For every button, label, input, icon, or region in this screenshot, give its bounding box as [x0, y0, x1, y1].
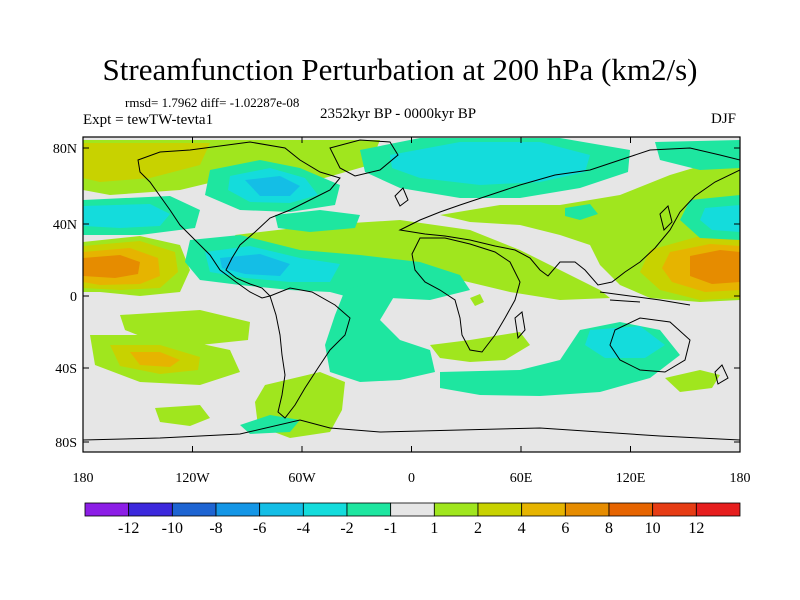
colorbar-swatch — [84, 502, 130, 517]
colorbar-swatch — [608, 502, 654, 517]
contour-negative — [220, 254, 290, 276]
coastline-south-america — [269, 287, 351, 419]
contour-positive — [130, 352, 180, 367]
colorbar-label: 10 — [645, 520, 661, 537]
x-tick-label: 60E — [510, 471, 533, 486]
x-tick-label: 0 — [408, 471, 415, 486]
coastline-uk — [394, 187, 409, 207]
colorbar-label: -12 — [118, 520, 139, 537]
colorbar-label: 2 — [474, 520, 482, 537]
stats-readout: rmsd= 1.7962 diff= -1.02287e-08 — [125, 95, 300, 110]
page-title: Streamfunction Perturbation at 200 hPa (… — [102, 52, 698, 87]
contour-negative — [83, 204, 170, 228]
experiment-label: Expt = tewTW-tevta1 — [83, 112, 214, 128]
coastlines — [83, 139, 740, 441]
coastline-africa — [411, 237, 521, 353]
colorbar-swatch — [521, 502, 566, 517]
contour-negative — [655, 140, 740, 170]
colorbar-swatch — [652, 502, 697, 517]
contour-negative — [275, 210, 360, 232]
colorbar-swatch — [433, 502, 479, 517]
colorbar-label: -8 — [209, 520, 222, 537]
x-tick-label: 120E — [616, 471, 646, 486]
colorbar: -12 -10 -8 -6 -4 -2 -1 1 2 4 6 8 10 12 — [84, 502, 741, 537]
y-tick-label: 40S — [55, 362, 77, 377]
contour-negative — [565, 204, 598, 220]
y-axis: 80N 40N 0 40S 80S — [53, 142, 740, 451]
x-tick-label: 180 — [73, 471, 94, 486]
season-label: DJF — [711, 111, 737, 127]
coastline-greenland — [329, 139, 399, 177]
period-label: 2352kyr BP - 0000kyr BP — [320, 106, 477, 122]
coastline-madagascar — [514, 311, 526, 340]
coastline-north-america — [137, 141, 341, 299]
x-tick-label: 60W — [288, 471, 316, 486]
colorbar-label: -6 — [253, 520, 266, 537]
colorbar-label: -1 — [384, 520, 397, 537]
x-tick-label: 120W — [175, 471, 210, 486]
contour-negative — [245, 176, 300, 196]
contour-negative — [240, 415, 300, 434]
y-tick-label: 0 — [70, 290, 77, 305]
colorbar-label: -4 — [297, 520, 310, 537]
contour-positive — [235, 220, 610, 300]
y-tick-label: 80N — [53, 142, 77, 157]
contour-positive — [83, 143, 210, 182]
x-axis: 180 120W 60W 0 60E 120E 180 — [73, 137, 751, 486]
colorbar-swatch — [695, 502, 741, 517]
colorbar-swatch — [259, 502, 304, 517]
y-tick-label: 40N — [53, 218, 77, 233]
colorbar-label: -2 — [340, 520, 353, 537]
contour-positive — [155, 405, 210, 426]
colorbar-swatch — [390, 502, 435, 517]
contour-positive — [430, 332, 530, 362]
contour-positive — [470, 294, 484, 306]
contour-field — [83, 138, 740, 438]
contour-positive — [690, 250, 740, 284]
coastline-eurasia — [398, 147, 740, 286]
contour-negative — [325, 280, 435, 382]
contour-positive — [83, 255, 140, 278]
colorbar-swatch — [346, 502, 392, 517]
colorbar-label: 8 — [605, 520, 613, 537]
coastline-japan — [659, 205, 673, 231]
coastline-antarctica — [83, 419, 740, 441]
colorbar-swatch — [128, 502, 173, 517]
colorbar-label: 4 — [518, 520, 526, 537]
colorbar-swatch — [302, 502, 348, 517]
colorbar-swatch — [477, 502, 523, 517]
colorbar-label: 6 — [561, 520, 569, 537]
contour-negative — [390, 142, 590, 185]
colorbar-swatch — [564, 502, 610, 517]
colorbar-label: 12 — [688, 520, 704, 537]
contour-negative — [585, 326, 665, 358]
coastline-new-zealand — [714, 364, 729, 385]
contour-positive — [665, 370, 720, 392]
colorbar-swatch — [171, 502, 217, 517]
coastline-indonesia — [599, 291, 691, 306]
y-tick-label: 80S — [55, 436, 77, 451]
coastline-australia — [609, 317, 691, 373]
x-tick-label: 180 — [730, 471, 751, 486]
colorbar-swatch — [215, 502, 261, 517]
colorbar-label: 1 — [430, 520, 438, 537]
contour-negative — [700, 205, 740, 232]
colorbar-label: -10 — [162, 520, 183, 537]
